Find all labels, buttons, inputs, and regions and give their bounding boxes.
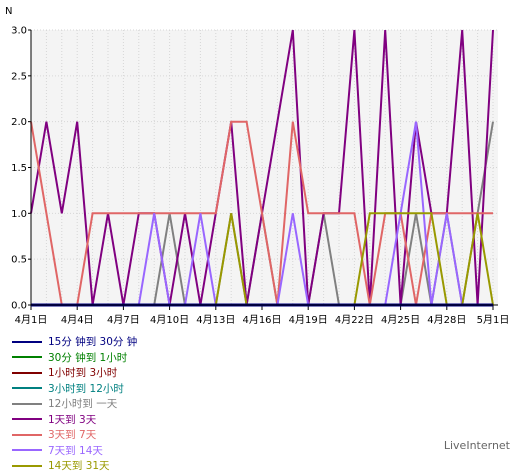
legend-label: 1天到 3天 [48,413,97,426]
line-chart: N 0.0 0.5 1.0 1.5 2.0 2.5 3.0 4月1日 4月4日 4月7日 4月10… [5,6,510,326]
y-tick-label: 2.5 [11,71,27,82]
legend-item: 12小时到 一天 [12,396,272,412]
legend-swatch [12,371,42,374]
y-tick-label: 3.0 [11,26,27,37]
x-tick-label: 4月25日 [381,314,420,326]
legend: 15分 钟到 30分 钟 30分 钟到 1小时 1小时到 3小时 3小时到 12小时 1… [12,334,272,474]
x-tick-label: 5月1日 [477,314,510,326]
legend-label: 7天到 14天 [48,444,103,457]
x-tick-label: 4月22日 [335,314,374,326]
legend-label: 3天到 7天 [48,429,97,442]
x-tick-label: 4月19日 [289,314,328,326]
legend-swatch [12,464,42,467]
brand-label: LiveInternet [443,439,510,452]
y-tick-label: 1.0 [11,209,27,220]
y-tick-label: 0.5 [11,255,27,266]
legend-label: 1小时到 3小时 [48,367,118,380]
x-axis-ticks: 4月1日 4月4日 4月7日 4月10日 4月13日 4月16日 4月19日 4月22日 4月2… [15,305,510,326]
y-tick-label: 2.0 [11,117,27,128]
legend-swatch [12,449,42,452]
y-tick-label: 1.5 [11,163,27,174]
legend-item: 1天到 3天 [12,412,272,428]
legend-item: 1小时到 3小时 [12,365,272,381]
x-tick-label: 4月4日 [61,314,94,326]
legend-label: 14天到 31天 [48,460,110,473]
legend-item: 15分 钟到 30分 钟 [12,334,272,350]
legend-item: 3小时到 12小时 [12,381,272,397]
x-tick-label: 4月7日 [107,314,140,326]
legend-swatch [12,356,42,359]
grid [30,29,498,306]
legend-swatch [12,387,42,390]
x-tick-label: 4月16日 [242,314,281,326]
legend-swatch [12,418,42,421]
legend-label: 3小时到 12小时 [48,382,124,395]
y-tick-label: 0.0 [11,301,27,312]
y-axis-label: N [5,6,12,17]
x-tick-label: 4月28日 [427,314,466,326]
legend-label: 12小时到 一天 [48,398,118,411]
legend-label: 30分 钟到 1小时 [48,351,128,364]
x-tick-label: 4月10日 [150,314,189,326]
legend-swatch [12,433,42,436]
legend-swatch [12,340,42,343]
legend-label: 15分 钟到 30分 钟 [48,336,138,349]
x-tick-label: 4月13日 [196,314,235,326]
legend-item: 30分 钟到 1小时 [12,350,272,366]
legend-item: 14天到 31天 [12,458,272,474]
legend-item: 7天到 14天 [12,443,272,459]
legend-item: 3天到 7天 [12,427,272,443]
legend-swatch [12,402,42,405]
y-axis-ticks: 0.0 0.5 1.0 1.5 2.0 2.5 3.0 [11,26,31,312]
x-tick-label: 4月1日 [15,314,48,326]
